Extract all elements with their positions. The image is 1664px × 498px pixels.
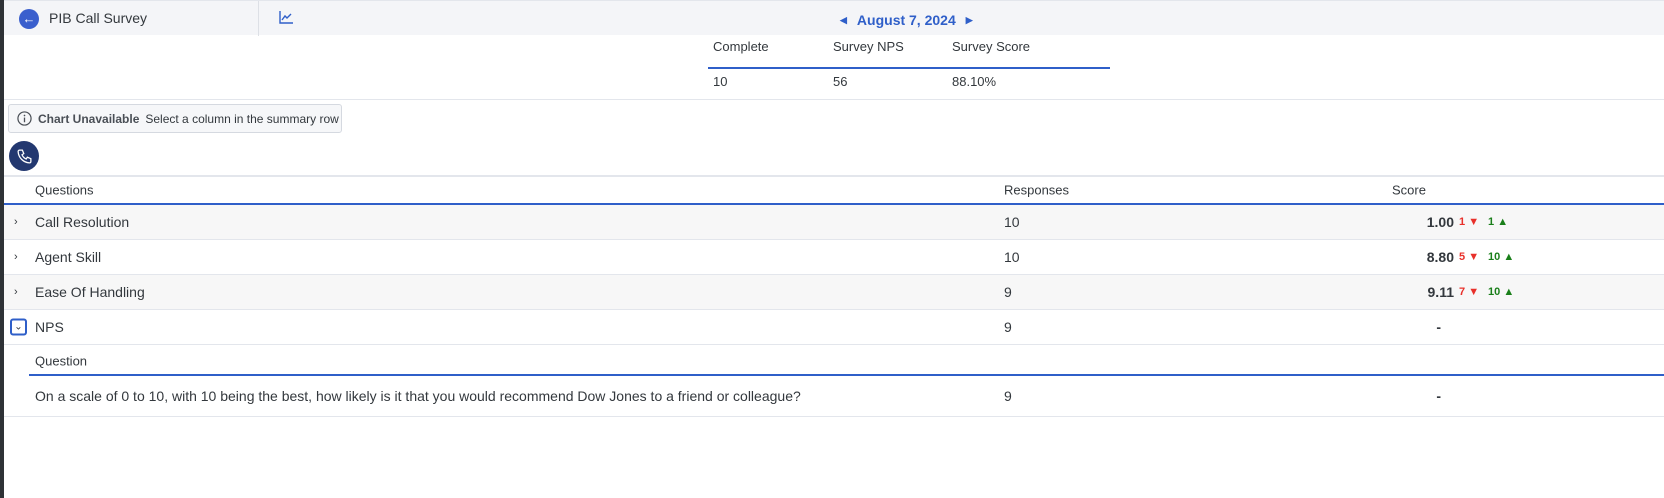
phone-icon[interactable] [9, 141, 39, 171]
sub-table-header: Question [4, 345, 1664, 376]
summary-row: Complete Survey NPS Survey Score 10 56 8… [4, 35, 1664, 100]
high-count: 1 ▲ [1488, 216, 1509, 228]
question: NPS [35, 319, 64, 335]
triangle-up-icon: ▲ [1497, 216, 1509, 228]
summary-col-nps[interactable]: Survey NPS [833, 39, 904, 54]
low-count: 5 ▼ [1459, 251, 1480, 263]
triangle-down-icon: ▼ [1468, 251, 1480, 263]
table-row[interactable]: › Ease Of Handling 9 9.11 7 ▼ 10 ▲ [4, 275, 1664, 310]
header-score: Score [1392, 182, 1426, 198]
triangle-down-icon: ▼ [1468, 216, 1480, 228]
summary-col-complete[interactable]: Complete [713, 39, 769, 54]
page-title: PIB Call Survey [49, 10, 148, 26]
responses: 10 [1004, 249, 1020, 265]
header-responses: Responses [1004, 182, 1070, 198]
caret-right-icon[interactable]: ▶ [965, 14, 973, 25]
notice-title: Chart Unavailable [38, 111, 140, 126]
table-row[interactable]: › Call Resolution 10 1.00 1 ▼ 1 ▲ [4, 205, 1664, 240]
divider [29, 374, 1664, 376]
summary-col-score[interactable]: Survey Score [952, 39, 1031, 54]
table-row[interactable]: ⌄ NPS 9 - [4, 310, 1664, 345]
notice-text: Select a column in the summary row [145, 111, 339, 126]
chart-unavailable-notice: Chart Unavailable Select a column in the… [8, 104, 342, 133]
question: Call Resolution [35, 214, 130, 230]
divider [258, 1, 259, 36]
arrow-left-icon[interactable]: ← [19, 9, 39, 29]
header-question: Question [35, 353, 88, 368]
chevron-right-icon[interactable]: › [14, 216, 18, 228]
responses: 9 [1004, 284, 1012, 300]
sub-table-row: On a scale of 0 to 10, with 10 being the… [4, 376, 1664, 417]
summary-value-complete[interactable]: 10 [713, 74, 728, 89]
summary-value-nps[interactable]: 56 [833, 74, 848, 89]
summary-value-score[interactable]: 88.10% [952, 74, 997, 89]
triangle-down-icon: ▼ [1468, 286, 1480, 298]
triangle-up-icon: ▲ [1503, 286, 1515, 298]
score: 1.00 [1426, 214, 1454, 230]
top-bar: ← PIB Call Survey ◀ August 7, 2024 ▶ [4, 0, 1664, 36]
question: Ease Of Handling [35, 284, 145, 300]
high-count: 10 ▲ [1488, 286, 1515, 298]
caret-left-icon[interactable]: ◀ [840, 14, 847, 25]
score: 9.11 [1427, 284, 1454, 300]
left-edge [0, 0, 4, 498]
date-navigator: ◀ August 7, 2024 ▶ [840, 12, 973, 28]
table-row[interactable]: › Agent Skill 10 8.80 5 ▼ 10 ▲ [4, 240, 1664, 275]
responses: 9 [1004, 319, 1012, 335]
high-count: 10 ▲ [1488, 251, 1515, 263]
low-count: 7 ▼ [1459, 286, 1480, 298]
chevron-down-icon[interactable]: ⌄ [10, 318, 27, 336]
info-icon [17, 111, 32, 126]
current-date[interactable]: August 7, 2024 [856, 12, 956, 28]
low-count: 1 ▼ [1459, 216, 1480, 228]
responses: 10 [1004, 214, 1020, 230]
triangle-up-icon: ▲ [1503, 251, 1515, 263]
chevron-right-icon[interactable]: › [14, 251, 18, 263]
score: - [1436, 319, 1441, 335]
chevron-right-icon[interactable]: › [14, 286, 18, 298]
question: Agent Skill [35, 249, 102, 265]
line-chart-icon[interactable] [279, 11, 293, 27]
questions-table: Questions Responses Score › Call Resolut… [4, 175, 1664, 417]
score: 8.80 [1426, 249, 1454, 265]
table-header: Questions Responses Score [4, 177, 1664, 205]
summary-header [708, 41, 1110, 69]
score: - [1436, 388, 1441, 404]
responses: 9 [1004, 388, 1012, 404]
question-text: On a scale of 0 to 10, with 10 being the… [35, 388, 801, 404]
header-questions: Questions [35, 182, 94, 198]
